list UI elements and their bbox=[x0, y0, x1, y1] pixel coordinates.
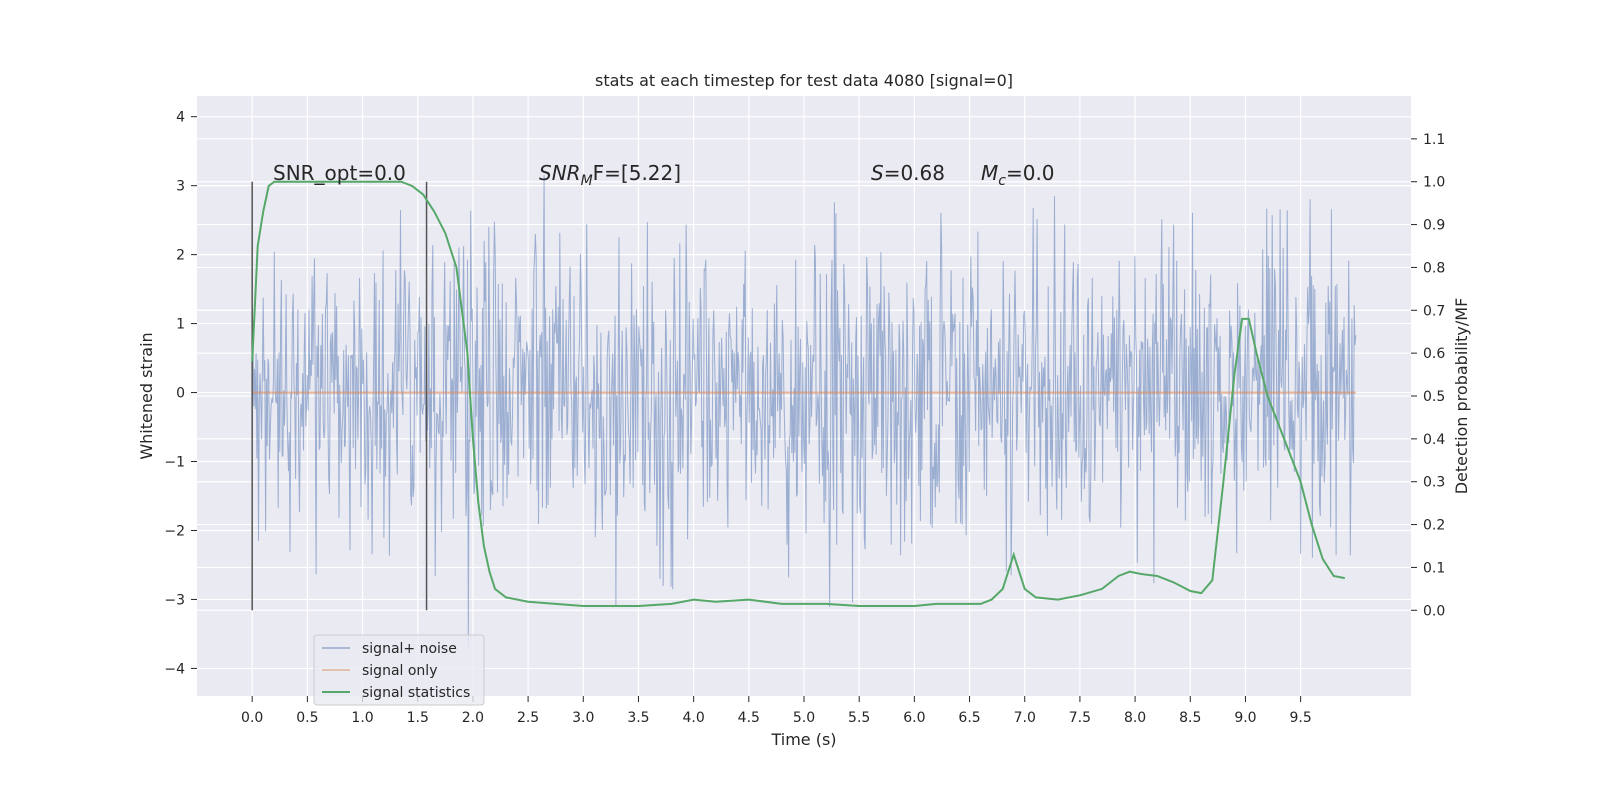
y-left-tick-label: −2 bbox=[164, 523, 185, 539]
legend-label-signal-statistics: signal statistics bbox=[362, 685, 470, 701]
y-left-tick-label: 1 bbox=[176, 317, 185, 333]
signal-noise-series bbox=[251, 175, 1357, 647]
y-right-tick-label: 0.1 bbox=[1423, 560, 1445, 576]
x-tick-label: 3.5 bbox=[627, 710, 649, 726]
y-right-axis-ticks: 1.1 1.0 0.9 0.8 0.7 0.6 0.5 0.4 0.3 0.2 0.1 0.0 bbox=[1411, 132, 1445, 619]
x-tick-label: 5.0 bbox=[793, 710, 815, 726]
y-right-tick-label: 0.2 bbox=[1423, 518, 1445, 534]
y-right-tick-label: 0.6 bbox=[1423, 346, 1445, 362]
y-right-axis-label: Detection probability/MF bbox=[1452, 298, 1471, 495]
annotation-snr-opt: SNR_opt=0.0 bbox=[273, 161, 406, 185]
y-left-tick-label: −3 bbox=[164, 592, 185, 608]
x-tick-label: 0.5 bbox=[296, 710, 318, 726]
annotation-s: S=0.68 bbox=[871, 161, 945, 185]
x-tick-label: 1.5 bbox=[407, 710, 429, 726]
x-tick-label: 8.5 bbox=[1179, 710, 1201, 726]
y-right-tick-label: 0.5 bbox=[1423, 389, 1445, 405]
y-right-tick-label: 1.0 bbox=[1423, 175, 1445, 191]
y-right-tick-label: 0.7 bbox=[1423, 303, 1445, 319]
y-right-tick-label: 0.0 bbox=[1423, 603, 1445, 619]
vertical-lines bbox=[251, 181, 428, 611]
y-left-tick-label: 0 bbox=[176, 386, 185, 402]
legend: signal+ noise signal only signal statist… bbox=[313, 634, 485, 706]
signal-statistics-series bbox=[251, 180, 1345, 607]
signal-statistics-line bbox=[251, 180, 1345, 607]
y-right-tick-label: 0.3 bbox=[1423, 475, 1445, 491]
x-tick-label: 6.0 bbox=[903, 710, 925, 726]
x-tick-label: 2.0 bbox=[462, 710, 484, 726]
y-left-axis-ticks: 4 3 2 1 0 −1 −2 −3 −4 bbox=[164, 110, 197, 677]
x-tick-label: 4.0 bbox=[683, 710, 705, 726]
y-right-tick-label: 0.4 bbox=[1423, 432, 1445, 448]
x-tick-label: 5.5 bbox=[848, 710, 870, 726]
x-tick-label: 2.5 bbox=[517, 710, 539, 726]
chart-title: stats at each timestep for test data 408… bbox=[595, 71, 1013, 90]
x-axis-label: Time (s) bbox=[770, 730, 836, 749]
y-left-tick-label: −4 bbox=[164, 661, 185, 677]
x-tick-label: 0.0 bbox=[241, 710, 263, 726]
y-right-tick-label: 0.8 bbox=[1423, 260, 1445, 276]
x-tick-label: 7.0 bbox=[1014, 710, 1036, 726]
x-tick-label: 1.0 bbox=[351, 710, 373, 726]
legend-box bbox=[313, 634, 485, 706]
x-tick-label: 8.0 bbox=[1124, 710, 1146, 726]
signal-noise-line bbox=[251, 175, 1357, 647]
y-left-tick-label: 2 bbox=[176, 248, 185, 264]
y-left-tick-label: 4 bbox=[176, 110, 185, 126]
y-left-tick-label: 3 bbox=[176, 179, 185, 195]
x-tick-label: 7.5 bbox=[1069, 710, 1091, 726]
y-left-axis-label: Whitened strain bbox=[137, 332, 156, 459]
x-tick-label: 9.0 bbox=[1234, 710, 1256, 726]
annotation-snr-mf: SNRMF=[5.22] bbox=[539, 161, 681, 189]
legend-label-signal-noise: signal+ noise bbox=[362, 641, 457, 657]
x-tick-label: 4.5 bbox=[738, 710, 760, 726]
annotation-mc: Mc=0.0 bbox=[981, 161, 1055, 189]
x-tick-label: 3.0 bbox=[572, 710, 594, 726]
y-right-tick-label: 0.9 bbox=[1423, 218, 1445, 234]
y-right-tick-label: 1.1 bbox=[1423, 132, 1445, 148]
legend-label-signal-only: signal only bbox=[362, 663, 437, 679]
x-tick-label: 9.5 bbox=[1290, 710, 1312, 726]
x-axis-ticks: 0.0 0.5 1.0 1.5 2.0 2.5 3.0 3.5 4.0 4.5 5.0 5.5 6.0 6… bbox=[241, 696, 1312, 726]
y-left-tick-label: −1 bbox=[164, 455, 185, 471]
x-tick-label: 6.5 bbox=[958, 710, 980, 726]
